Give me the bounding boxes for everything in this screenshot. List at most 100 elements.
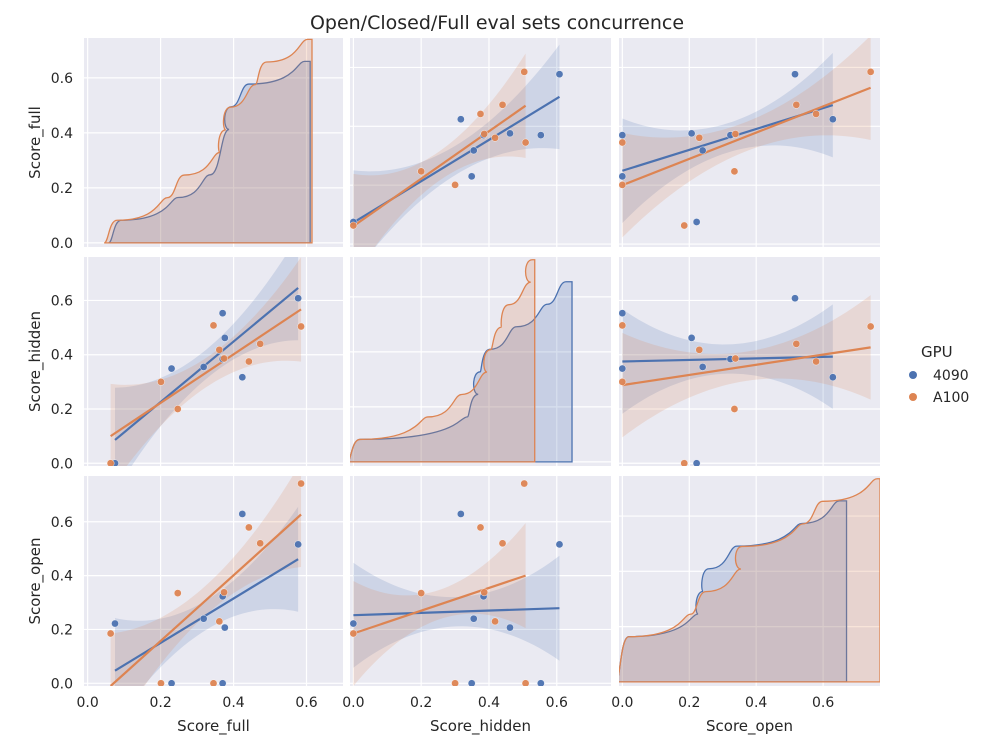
data-point-A100 bbox=[491, 133, 499, 142]
panel-background bbox=[84, 38, 343, 247]
data-point-4090 bbox=[238, 510, 247, 518]
y-tick-label: 0.6 bbox=[51, 515, 73, 531]
regression-line-A100 bbox=[353, 574, 526, 635]
regression-line-A100 bbox=[621, 86, 872, 187]
x-tick-label: 0.6 bbox=[812, 695, 834, 711]
data-point-A100 bbox=[695, 133, 704, 142]
regression-line-4090 bbox=[114, 287, 299, 441]
data-point-A100 bbox=[245, 523, 253, 532]
x-axis-label: Score_full bbox=[177, 717, 250, 736]
data-point-A100 bbox=[480, 130, 489, 138]
data-point-A100 bbox=[451, 679, 459, 686]
data-point-4090 bbox=[619, 131, 627, 139]
data-point-A100 bbox=[619, 378, 627, 386]
y-tick-label: 0.2 bbox=[51, 402, 73, 418]
panel-open-vs-full: 0.0 0.2 0.4 0.6 0.0 0.2 0.4 0.6 bbox=[51, 476, 343, 711]
data-point-4090 bbox=[469, 614, 478, 623]
panel-content bbox=[619, 38, 875, 238]
data-point-4090 bbox=[692, 218, 701, 226]
cdf-4090 bbox=[108, 60, 311, 244]
data-point-4090 bbox=[506, 129, 514, 138]
data-point-A100 bbox=[792, 340, 801, 348]
data-point-4090 bbox=[221, 623, 229, 632]
data-point-A100 bbox=[106, 459, 115, 466]
confidence-band-A100 bbox=[110, 476, 302, 686]
data-point-A100 bbox=[680, 221, 689, 230]
data-point-4090 bbox=[619, 172, 627, 181]
legend-label-A100: A100 bbox=[933, 390, 969, 406]
panel-open-vs-open: 0.0 0.2 0.4 0.6 bbox=[611, 476, 880, 711]
data-point-A100 bbox=[730, 405, 739, 413]
panel-full-vs-hidden bbox=[350, 38, 611, 247]
y-tick-label: 0.0 bbox=[51, 456, 73, 472]
data-point-A100 bbox=[106, 629, 115, 638]
data-point-4090 bbox=[238, 373, 247, 382]
data-point-4090 bbox=[111, 619, 119, 628]
x-tick-label: 0.4 bbox=[478, 695, 500, 711]
data-point-A100 bbox=[215, 346, 224, 354]
data-point-A100 bbox=[619, 321, 627, 330]
data-point-4090 bbox=[506, 623, 514, 632]
regression-line-A100 bbox=[622, 346, 871, 387]
y-tick-label: 0.6 bbox=[51, 71, 73, 87]
x-tick-label: 0.4 bbox=[222, 695, 244, 711]
y-tick-label: 0.4 bbox=[51, 126, 73, 142]
data-point-4090 bbox=[167, 679, 176, 686]
data-point-A100 bbox=[215, 617, 224, 626]
y-tick-label: 0.0 bbox=[51, 236, 73, 252]
regression-line-4090 bbox=[114, 558, 299, 672]
data-point-4090 bbox=[467, 679, 476, 686]
panel-content bbox=[350, 259, 573, 463]
data-point-A100 bbox=[476, 110, 485, 118]
y-tick-label: 0.6 bbox=[51, 293, 73, 309]
data-point-4090 bbox=[537, 131, 545, 139]
panel-hidden-vs-full: 0.0 0.2 0.4 0.6 bbox=[51, 257, 343, 472]
cdf-4090 bbox=[350, 281, 573, 463]
data-point-A100 bbox=[731, 354, 740, 363]
data-point-4090 bbox=[829, 115, 837, 124]
data-point-A100 bbox=[297, 479, 305, 488]
legend-marker-A100 bbox=[909, 393, 917, 401]
legend-title: GPU bbox=[921, 343, 953, 361]
data-point-4090 bbox=[199, 363, 208, 371]
regression-line-A100 bbox=[110, 308, 302, 438]
y-tick-label: 0.0 bbox=[51, 676, 73, 692]
x-tick-label: 0.6 bbox=[295, 695, 317, 711]
chart-title: Open/Closed/Full eval sets concurrence bbox=[310, 12, 684, 34]
data-point-4090 bbox=[457, 510, 465, 518]
data-point-A100 bbox=[812, 357, 820, 366]
data-point-A100 bbox=[498, 101, 507, 109]
y-axis-label: Score_open bbox=[26, 538, 45, 625]
data-point-4090 bbox=[791, 70, 799, 79]
panel-open-vs-hidden: 0.0 0.2 0.4 0.6 bbox=[342, 476, 611, 711]
data-point-4090 bbox=[619, 364, 627, 373]
data-point-4090 bbox=[218, 309, 227, 317]
data-point-A100 bbox=[417, 167, 425, 176]
panel-background bbox=[350, 38, 611, 247]
data-point-A100 bbox=[297, 322, 305, 331]
panel-content bbox=[619, 478, 880, 683]
regression-line-4090 bbox=[353, 607, 560, 617]
data-point-4090 bbox=[829, 373, 837, 382]
y-tick-label: 0.4 bbox=[51, 569, 73, 585]
data-point-4090 bbox=[294, 294, 302, 303]
data-point-A100 bbox=[157, 679, 165, 686]
data-point-A100 bbox=[619, 138, 627, 147]
panel-content bbox=[106, 257, 305, 466]
confidence-band-4090 bbox=[115, 257, 299, 466]
regression-line-A100 bbox=[109, 513, 302, 686]
data-point-A100 bbox=[521, 138, 530, 147]
data-point-4090 bbox=[457, 115, 465, 124]
data-point-4090 bbox=[555, 70, 564, 79]
y-axis-label: Score_full bbox=[26, 106, 45, 179]
data-point-A100 bbox=[812, 110, 820, 118]
x-axis-label: Score_hidden bbox=[430, 717, 531, 736]
panel-hidden-vs-open bbox=[619, 257, 880, 466]
data-point-A100 bbox=[619, 181, 627, 189]
data-point-A100 bbox=[209, 679, 218, 686]
panel-content bbox=[350, 44, 564, 247]
y-tick-label: 0.2 bbox=[51, 622, 73, 638]
data-point-A100 bbox=[256, 539, 264, 548]
cdf-A100 bbox=[619, 478, 880, 683]
